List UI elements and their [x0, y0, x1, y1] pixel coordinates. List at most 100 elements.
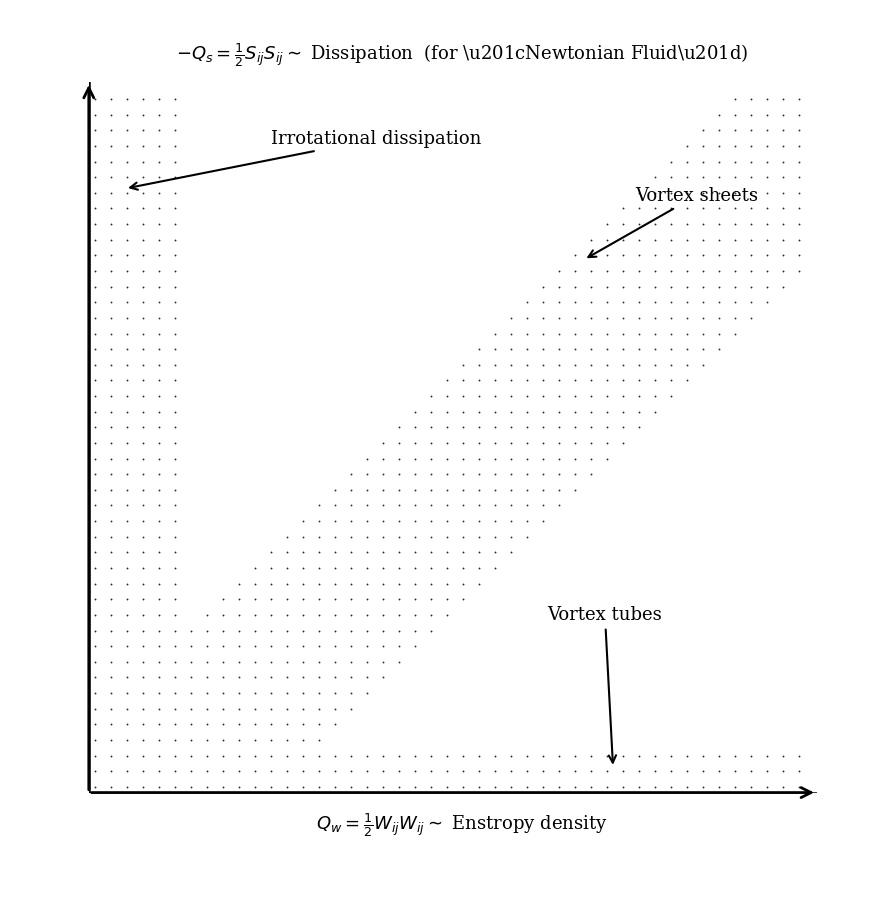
Point: [328, 654, 342, 669]
Point: [424, 420, 438, 435]
Point: [680, 154, 694, 169]
Point: [104, 592, 118, 607]
Point: [264, 717, 278, 732]
Point: [360, 670, 374, 685]
Point: [136, 107, 150, 122]
Point: [488, 780, 503, 794]
Point: [104, 374, 118, 388]
Point: [744, 217, 758, 231]
Point: [728, 217, 742, 231]
Point: [104, 670, 118, 685]
Point: [424, 748, 438, 763]
Point: [712, 263, 726, 278]
Point: [648, 217, 662, 231]
Point: [472, 561, 487, 576]
Point: [472, 389, 487, 404]
Point: [616, 420, 630, 435]
Point: [184, 748, 198, 763]
Point: [504, 311, 519, 325]
Point: [136, 217, 150, 231]
Point: [424, 404, 438, 419]
Point: [760, 248, 774, 262]
Point: [424, 435, 438, 450]
Point: [696, 263, 710, 278]
Point: [712, 342, 726, 356]
Point: [392, 529, 406, 544]
Point: [712, 311, 726, 325]
Point: [600, 311, 614, 325]
Point: [296, 748, 310, 763]
Point: [472, 748, 487, 763]
Point: [792, 248, 806, 262]
Point: [88, 701, 102, 716]
Point: [168, 232, 182, 247]
Point: [488, 764, 503, 779]
Point: [488, 357, 503, 372]
Point: [120, 232, 134, 247]
Point: [776, 748, 790, 763]
Point: [472, 545, 487, 559]
Point: [312, 670, 326, 685]
Point: [440, 764, 454, 779]
Point: [440, 451, 454, 466]
Point: [664, 154, 678, 169]
Point: [152, 232, 166, 247]
Point: [760, 764, 774, 779]
Point: [792, 186, 806, 200]
Text: $-Q_s = \frac{1}{2}S_{ij}S_{ij} \sim$ Dissipation  (for \u201cNewtonian Fluid\u2: $-Q_s = \frac{1}{2}S_{ij}S_{ij} \sim$ Di…: [176, 41, 748, 69]
Point: [728, 248, 742, 262]
Point: [168, 686, 182, 701]
Point: [584, 326, 599, 341]
Point: [120, 186, 134, 200]
Point: [792, 154, 806, 169]
Point: [680, 170, 694, 185]
Point: [104, 577, 118, 591]
Point: [792, 232, 806, 247]
Point: [136, 248, 150, 262]
Point: [136, 201, 150, 216]
Point: [504, 451, 519, 466]
Point: [120, 248, 134, 262]
Point: [104, 623, 118, 638]
Point: [392, 498, 406, 513]
Point: [104, 170, 118, 185]
Point: [88, 498, 102, 513]
Point: [392, 420, 406, 435]
Point: [296, 577, 310, 591]
Point: [376, 514, 390, 528]
Point: [136, 732, 150, 747]
Point: [680, 295, 694, 310]
Point: [584, 374, 599, 388]
Point: [88, 686, 102, 701]
Point: [456, 764, 470, 779]
Point: [120, 670, 134, 685]
Point: [584, 263, 599, 278]
Point: [424, 483, 438, 497]
Point: [648, 342, 662, 356]
Point: [360, 639, 374, 653]
Point: [136, 529, 150, 544]
Point: [120, 561, 134, 576]
Point: [616, 232, 630, 247]
Point: [408, 623, 422, 638]
Point: [328, 577, 342, 591]
Point: [392, 451, 406, 466]
Point: [616, 357, 630, 372]
Point: [376, 577, 390, 591]
Point: [584, 248, 599, 262]
Point: [648, 748, 662, 763]
Point: [328, 780, 342, 794]
Point: [344, 561, 358, 576]
Point: [568, 326, 583, 341]
Point: [424, 577, 438, 591]
Point: [728, 764, 742, 779]
Point: [696, 186, 710, 200]
Point: [776, 186, 790, 200]
Point: [536, 748, 551, 763]
Point: [280, 717, 294, 732]
Point: [776, 154, 790, 169]
Point: [776, 138, 790, 153]
Point: [520, 764, 535, 779]
Point: [136, 92, 150, 107]
Point: [488, 748, 503, 763]
